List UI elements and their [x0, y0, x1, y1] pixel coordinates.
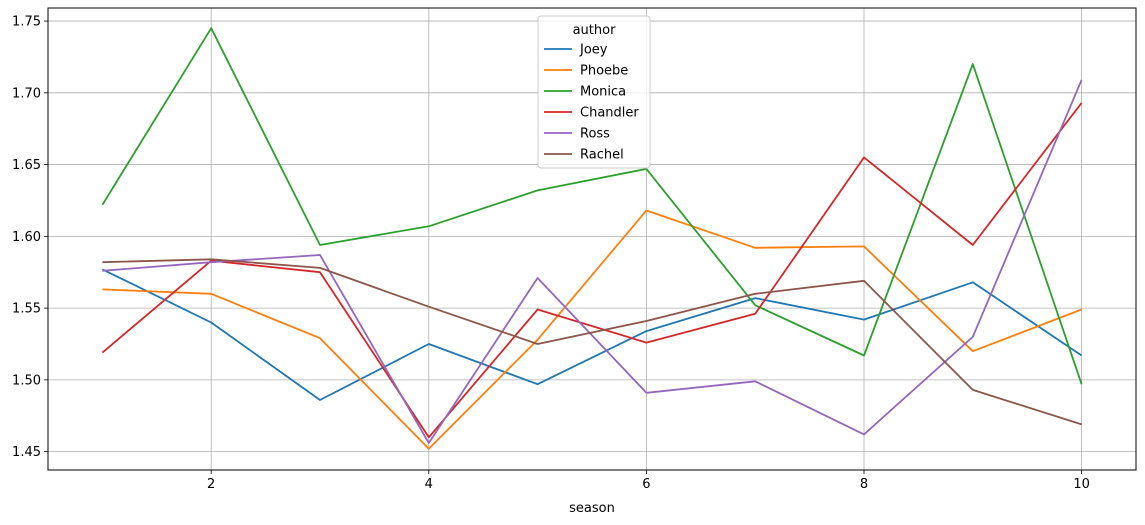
- y-tick-label: 1.75: [12, 15, 41, 30]
- y-tick-label: 1.60: [12, 230, 41, 245]
- series-line-chandler: [101, 102, 1083, 439]
- legend-item-chandler[interactable]: Chandler: [544, 106, 639, 121]
- legend-item-ross[interactable]: Ross: [544, 127, 610, 142]
- y-tick-label: 1.55: [12, 302, 41, 317]
- legend-label: Phoebe: [580, 64, 628, 79]
- plot-frame: [47, 7, 1137, 471]
- series-line-phoebe: [102, 209, 1082, 450]
- series-line-rachel: [102, 258, 1082, 426]
- x-tick-label: 8: [860, 477, 868, 492]
- x-axis: 2 4 6 8 10: [207, 470, 1090, 492]
- legend[interactable]: author Joey Phoebe Monica Chandler Ross Rachel: [537, 15, 651, 169]
- grid: [48, 8, 1136, 470]
- legend-label: Ross: [580, 127, 610, 142]
- legend-label: Joey: [579, 43, 608, 58]
- series-lines: [101, 27, 1083, 450]
- y-axis: 1.45 1.50 1.55 1.60 1.65 1.70 1.75: [12, 15, 48, 460]
- y-tick-label: 1.45: [12, 445, 41, 460]
- series-line-joey: [102, 268, 1083, 401]
- x-tick-label: 10: [1073, 477, 1090, 492]
- legend-label: Monica: [580, 85, 626, 100]
- legend-label: Rachel: [580, 148, 624, 163]
- y-tick-label: 1.50: [12, 373, 41, 388]
- x-tick-label: 2: [207, 477, 215, 492]
- series-line-monica: [101, 27, 1083, 385]
- legend-item-monica[interactable]: Monica: [544, 85, 626, 100]
- legend-box: [537, 15, 651, 169]
- legend-item-rachel[interactable]: Rachel: [544, 148, 624, 163]
- series-line-ross: [102, 79, 1083, 444]
- x-axis-label: season: [569, 501, 615, 516]
- y-tick-label: 1.70: [12, 86, 41, 101]
- y-tick-label: 1.65: [12, 158, 41, 173]
- legend-label: Chandler: [580, 106, 639, 121]
- x-tick-label: 4: [425, 477, 433, 492]
- x-tick-label: 6: [642, 477, 650, 492]
- legend-item-joey[interactable]: Joey: [544, 43, 608, 58]
- legend-item-phoebe[interactable]: Phoebe: [544, 64, 628, 79]
- legend-title: author: [573, 23, 616, 38]
